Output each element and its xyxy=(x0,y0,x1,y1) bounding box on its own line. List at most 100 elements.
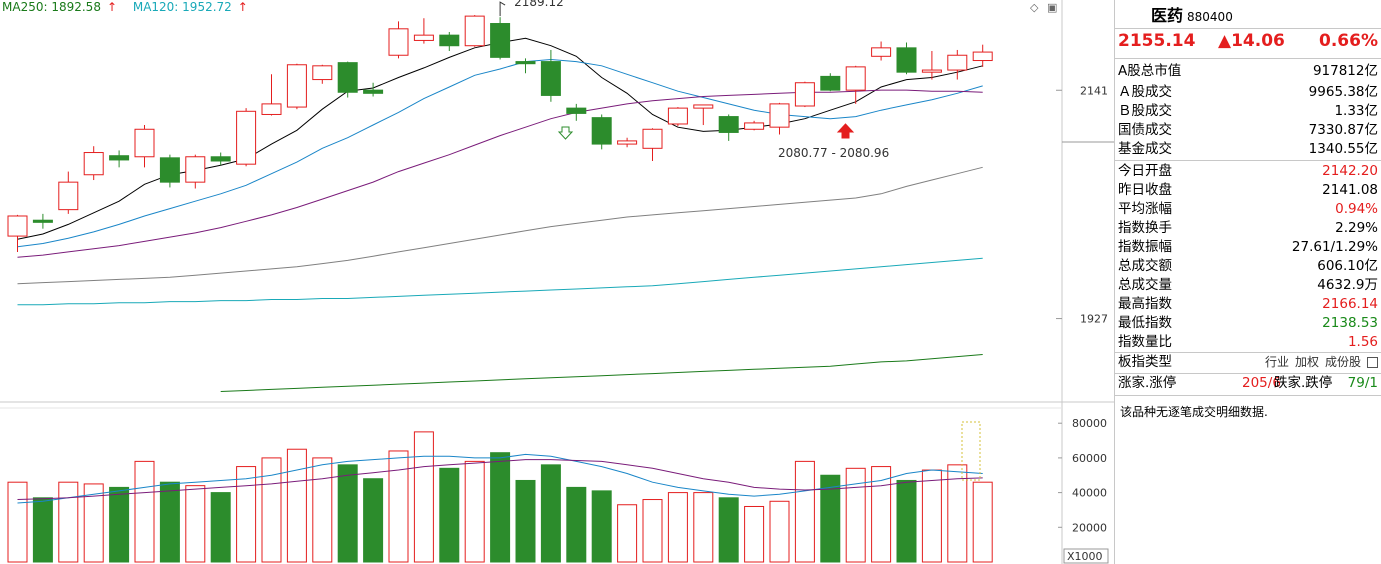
volume-bar xyxy=(363,478,384,563)
candle-body xyxy=(515,61,536,65)
volume-unit-box xyxy=(1063,548,1109,564)
candle-body xyxy=(83,152,104,176)
type-option-industry[interactable]: 行业 xyxy=(1264,355,1289,369)
volume-bar xyxy=(896,479,917,563)
stat-value: 606.10亿 xyxy=(1317,258,1378,274)
stat-label: 基金成交 xyxy=(1118,141,1172,157)
stat-label: Ａ股成交 xyxy=(1118,84,1172,100)
candle-body xyxy=(363,89,384,94)
stat-row: 最低指数 2138.53 xyxy=(1118,314,1378,333)
chart-area[interactable]: 2141 1927 80000 60000 40000 20000 X1000 2189.12… xyxy=(0,0,1114,564)
decline-value: 79/1 xyxy=(1347,375,1378,391)
volume-bar xyxy=(744,505,765,563)
current-bar-marker xyxy=(961,421,981,481)
volume-bar xyxy=(337,464,358,563)
volume-tick-label: 20000 xyxy=(1072,521,1107,534)
volume-bar xyxy=(769,500,790,563)
candle-body xyxy=(896,47,917,73)
divider xyxy=(1115,58,1381,59)
volume-bar xyxy=(947,464,968,563)
volume-bar xyxy=(58,481,79,563)
stat-label: 总成交量 xyxy=(1118,277,1172,293)
type-option-components[interactable]: 成份股 xyxy=(1324,355,1361,369)
index-type-row: 板指类型 行业 加权 成份股 xyxy=(1118,353,1378,372)
limit-row: 涨家.涨停 205/6 跌家.跌停 79/1 xyxy=(1118,374,1378,393)
down-arrow-icon xyxy=(557,126,574,140)
candle-body xyxy=(540,61,561,96)
price-change-pct: 0.66% xyxy=(1319,31,1378,51)
volume-bar xyxy=(32,497,53,563)
stat-value: 4632.9万 xyxy=(1317,277,1378,293)
stat-value: 1.33亿 xyxy=(1334,103,1378,119)
volume-ma-line xyxy=(17,453,983,504)
stat-row: Ａ股成交 9965.38亿 xyxy=(1118,83,1378,102)
candle-body xyxy=(464,15,485,47)
up-arrow-icon xyxy=(836,123,855,139)
index-code: 880400 xyxy=(1187,10,1233,24)
candle-body xyxy=(845,66,866,91)
type-option-weighted[interactable]: 加权 xyxy=(1294,355,1319,369)
candle-body xyxy=(667,107,688,125)
volume-bar xyxy=(7,481,28,563)
price-tick-label: 1927 xyxy=(1080,313,1108,326)
stat-row: 国债成交 7330.87亿 xyxy=(1118,121,1378,140)
volume-bar xyxy=(83,483,104,563)
candle-body xyxy=(693,104,714,109)
candle-body xyxy=(134,128,155,158)
index-name: 医药 xyxy=(1151,6,1184,25)
stat-label: A股总市值 xyxy=(1118,63,1182,79)
window-icon[interactable]: ▣ xyxy=(1047,1,1058,14)
kline-chart[interactable]: 2141 1927 80000 60000 40000 20000 X1000 2189.12… xyxy=(0,0,1114,564)
stat-row: A股总市值 917812亿 xyxy=(1118,62,1378,81)
candle-body xyxy=(413,34,434,41)
ma-legend: MA250: 1892.58 ↑ MA120: 1952.72 ↑ xyxy=(2,0,260,14)
ma-line-ma20 xyxy=(17,89,983,258)
volume-bar xyxy=(490,452,511,563)
volume-bar xyxy=(540,464,561,563)
volume-bar xyxy=(921,469,942,563)
advance-label: 涨家.涨停 xyxy=(1118,375,1177,391)
volume-bar xyxy=(236,466,257,563)
candle-body xyxy=(7,215,28,237)
diamond-icon[interactable]: ◇ xyxy=(1030,1,1039,14)
volume-bar xyxy=(871,466,892,563)
volume-bar xyxy=(464,460,485,563)
stat-row: 最高指数 2166.14 xyxy=(1118,295,1378,314)
ma-line-ma250 xyxy=(220,354,983,392)
stat-row: 指数换手 2.29% xyxy=(1118,219,1378,238)
candle-body xyxy=(261,103,282,115)
stat-value: 2142.20 xyxy=(1322,163,1378,179)
volume-bar xyxy=(718,497,739,563)
price-row: 2155.14 ▲14.06 0.66% xyxy=(1118,31,1378,53)
candle-body xyxy=(871,47,892,57)
volume-bar xyxy=(185,485,206,563)
volume-bar xyxy=(794,460,815,563)
divider xyxy=(1115,373,1381,374)
volume-ma-line xyxy=(17,459,983,500)
low-value-label: 2080.77 - 2080.96 xyxy=(778,146,889,160)
volume-bar xyxy=(617,504,638,563)
ma-line-ma10 xyxy=(17,58,983,248)
volume-bar xyxy=(286,448,307,563)
candle-body xyxy=(236,110,257,165)
index-type-label: 板指类型 xyxy=(1118,354,1172,370)
grid-icon[interactable] xyxy=(1367,357,1378,368)
stat-row: 基金成交 1340.55亿 xyxy=(1118,140,1378,159)
volume-bar xyxy=(210,492,231,563)
ma-line-ma60 xyxy=(17,166,983,285)
ma-line-ma5 xyxy=(17,37,983,240)
advance-value: 205/6 xyxy=(1242,375,1281,391)
stat-value: 1.56 xyxy=(1347,334,1378,350)
candle-body xyxy=(566,107,587,114)
candle-body xyxy=(591,117,612,145)
stat-value: 1340.55亿 xyxy=(1308,141,1378,157)
candle-body xyxy=(286,64,307,108)
stat-value: 9965.38亿 xyxy=(1308,84,1378,100)
volume-tick-label: 80000 xyxy=(1072,417,1107,430)
stat-value: 2141.08 xyxy=(1322,182,1378,198)
stat-row: 总成交额 606.10亿 xyxy=(1118,257,1378,276)
candle-body xyxy=(58,181,79,211)
quote-panel: 医药 880400 2155.14 ▲14.06 0.66% A股总市值 91781… xyxy=(1114,0,1381,564)
stat-value: 2.29% xyxy=(1335,220,1378,236)
volume-bar xyxy=(159,481,180,563)
